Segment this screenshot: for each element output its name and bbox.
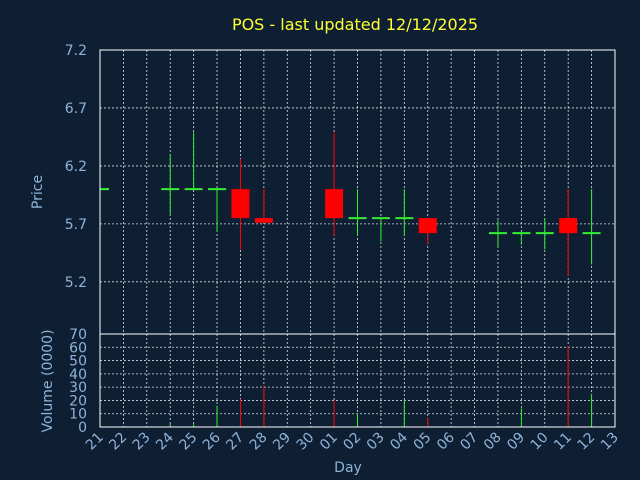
price-tick-label: 5.7 bbox=[65, 217, 87, 233]
x-tick-label: 02 bbox=[340, 430, 364, 454]
x-tick-label: 22 bbox=[106, 430, 130, 454]
x-tick-label: 08 bbox=[481, 430, 505, 454]
x-tick-label: 10 bbox=[528, 430, 552, 454]
candle-05 bbox=[418, 218, 437, 245]
price-axis-label: Price bbox=[30, 175, 46, 209]
candle-body bbox=[418, 218, 437, 234]
candle-01 bbox=[325, 132, 344, 236]
x-tick-label: 07 bbox=[457, 430, 481, 454]
x-tick-label: 06 bbox=[434, 429, 458, 453]
price-tick-label: 5.2 bbox=[65, 275, 87, 291]
x-tick-label: 27 bbox=[223, 430, 247, 454]
x-tick-label: 25 bbox=[177, 430, 201, 454]
candle-24 bbox=[161, 154, 180, 215]
x-tick-label: 11 bbox=[551, 430, 575, 454]
candle-body bbox=[325, 189, 344, 219]
candle-02 bbox=[348, 189, 367, 236]
price-tick-label: 6.7 bbox=[65, 101, 87, 117]
volume-tick-label: 0 bbox=[78, 420, 87, 436]
candle-09 bbox=[512, 232, 531, 245]
x-tick-label: 28 bbox=[247, 430, 271, 454]
volume-tick-label: 70 bbox=[69, 327, 87, 343]
price-tick-label: 6.2 bbox=[65, 159, 87, 175]
candle-body bbox=[231, 189, 250, 219]
volume-tick-label: 10 bbox=[69, 407, 87, 423]
candle-body bbox=[559, 218, 578, 234]
x-tick-label: 09 bbox=[504, 430, 528, 454]
candle-11 bbox=[559, 189, 578, 277]
candle-04 bbox=[395, 189, 414, 236]
volume-bars bbox=[169, 345, 593, 427]
candle-10 bbox=[535, 218, 554, 250]
volume-tick-label: 50 bbox=[69, 354, 87, 370]
chart-title: POS - last updated 12/12/2025 bbox=[232, 15, 478, 34]
candle-27 bbox=[231, 158, 250, 250]
price-y-ticks: 7.2 6.7 6.2 5.7 5.2 bbox=[65, 43, 87, 291]
x-tick-label: 26 bbox=[200, 429, 224, 453]
x-tick-label: 03 bbox=[364, 430, 388, 454]
candle-28 bbox=[254, 189, 273, 223]
volume-tick-label: 60 bbox=[69, 340, 87, 356]
candle-26 bbox=[208, 188, 227, 232]
x-tick-label: 12 bbox=[574, 430, 598, 454]
candle-12 bbox=[582, 189, 601, 265]
candle-body bbox=[254, 218, 273, 223]
volume-axis-label: Volume (0000) bbox=[40, 329, 56, 432]
volume-panel-frame bbox=[99, 333, 616, 428]
candle-25 bbox=[184, 132, 203, 191]
price-tick-label: 7.2 bbox=[65, 43, 87, 59]
volume-tick-label: 20 bbox=[69, 393, 87, 409]
x-tick-label: 23 bbox=[130, 430, 154, 454]
volume-tick-label: 40 bbox=[69, 367, 87, 383]
x-tick-label: 24 bbox=[153, 429, 177, 453]
volume-grid bbox=[99, 333, 616, 428]
x-ticks: 21 22 23 24 25 26 27 28 29 30 01 02 03 04 05 06 07 08 09 10… bbox=[83, 429, 622, 453]
x-tick-label: 01 bbox=[317, 430, 341, 454]
price-candles bbox=[100, 132, 601, 277]
candle-08 bbox=[488, 220, 507, 248]
x-tick-label: 30 bbox=[294, 430, 318, 454]
x-tick-label: 13 bbox=[598, 430, 622, 454]
x-axis-label: Day bbox=[334, 460, 362, 476]
volume-tick-label: 30 bbox=[69, 380, 87, 396]
candle-03 bbox=[371, 217, 390, 242]
x-tick-label: 29 bbox=[270, 430, 294, 454]
x-tick-label: 04 bbox=[387, 429, 411, 453]
x-tick-label: 05 bbox=[411, 430, 435, 454]
